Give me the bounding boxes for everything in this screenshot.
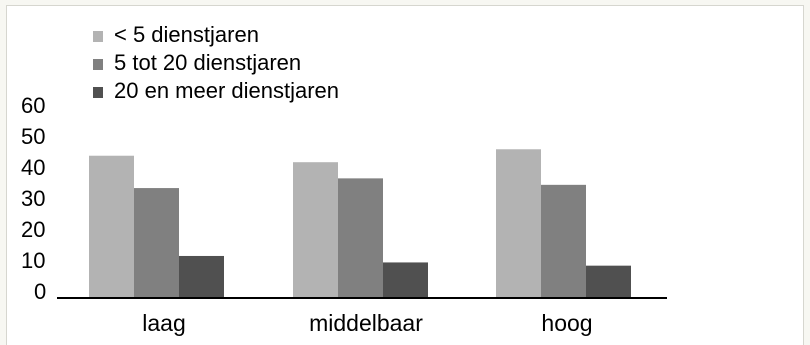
y-tick-label: 0 xyxy=(34,279,46,304)
legend-swatch xyxy=(93,31,103,42)
x-tick-label: hoog xyxy=(541,310,592,336)
y-tick-label: 40 xyxy=(21,155,45,180)
legend: < 5 dienstjaren 5 tot 20 dienstjaren 20 en… xyxy=(93,22,339,103)
x-tick-label: middelbaar xyxy=(309,310,423,336)
bar xyxy=(338,178,383,298)
x-tick-label: laag xyxy=(142,310,185,336)
bar xyxy=(383,262,428,298)
y-tick-label: 50 xyxy=(21,124,45,149)
y-tick-label: 20 xyxy=(21,217,45,242)
y-tick-label: 60 xyxy=(21,93,45,118)
bar xyxy=(179,255,224,298)
bar xyxy=(293,162,338,298)
bar xyxy=(496,149,541,298)
legend-swatch xyxy=(93,59,103,70)
y-tick-label: 30 xyxy=(21,186,45,211)
bar xyxy=(89,155,134,298)
legend-label: 20 en meer dienstjaren xyxy=(114,78,339,103)
legend-label: 5 tot 20 dienstjaren xyxy=(114,50,301,75)
y-axis: 0 10 20 30 40 50 60 xyxy=(21,93,46,304)
y-tick-label: 10 xyxy=(21,248,45,273)
x-axis: laag middelbaar hoog xyxy=(142,310,592,336)
legend-label: < 5 dienstjaren xyxy=(114,22,259,47)
bar xyxy=(541,184,586,298)
bars xyxy=(89,149,631,298)
bar xyxy=(134,188,179,298)
bar xyxy=(586,265,631,298)
legend-swatch xyxy=(93,87,103,98)
